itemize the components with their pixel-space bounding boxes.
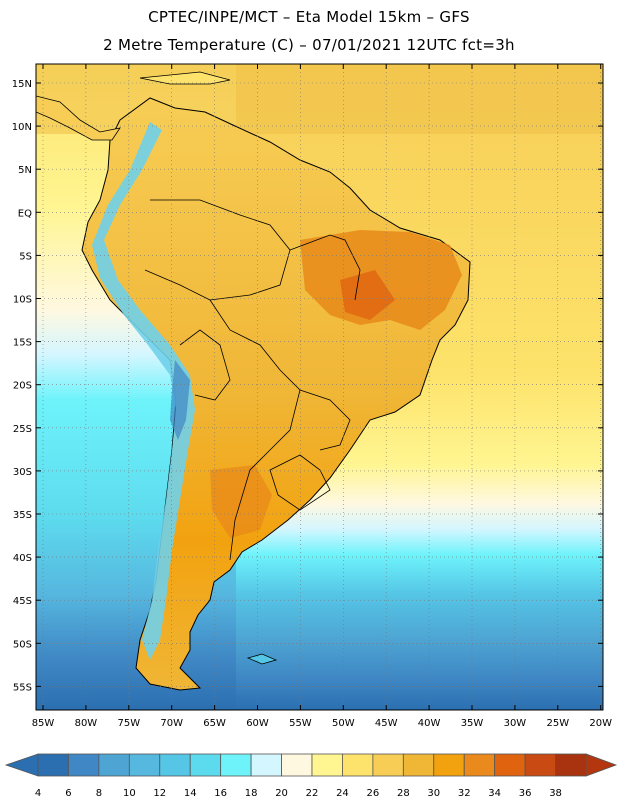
colorbar-tick-label: 14 (184, 788, 197, 799)
central-america (36, 95, 121, 141)
latitude-labels: 15N 10N 5N EQ 5S 10S 15S 20S 25S 30S 35S 40S 45S 50S 5… (12, 79, 32, 693)
lon-label: 70W (160, 718, 183, 729)
lat-label: 40S (13, 553, 32, 564)
colorbar-swatch (342, 753, 374, 777)
caribbean-islands (139, 71, 231, 85)
lat-label: 15S (13, 338, 32, 349)
lat-label: 50S (13, 639, 32, 650)
lon-label: 40W (418, 718, 441, 729)
lon-label: 75W (117, 718, 140, 729)
colorbar-swatch (159, 753, 191, 777)
colorbar-tick-label: 26 (367, 788, 380, 799)
lon-label: 85W (32, 718, 55, 729)
colorbar-tick-label: 12 (153, 788, 166, 799)
lon-label: 60W (246, 718, 269, 729)
lat-label: 10N (12, 122, 32, 133)
colorbar-swatch (402, 753, 435, 777)
lat-label: EQ (18, 208, 32, 219)
lat-label: 45S (13, 596, 32, 607)
lat-label: 35S (13, 510, 32, 521)
country-borders (144, 199, 361, 561)
colorbar-swatch (98, 753, 130, 777)
lat-label: 20S (13, 381, 32, 392)
axis-ticks (36, 64, 603, 710)
colorbar-swatch (311, 753, 343, 777)
colorbar-tick-label: 38 (549, 788, 562, 799)
lat-label: 5N (18, 165, 32, 176)
colorbar-tick-label: 4 (35, 788, 41, 799)
colorbar-swatch (281, 753, 313, 777)
colorbar-tick-label: 20 (275, 788, 288, 799)
lon-label: 35W (461, 718, 484, 729)
temperature-field (36, 64, 603, 710)
colorbar-swatch (433, 753, 465, 777)
colorbar-tick-label: 6 (65, 788, 71, 799)
colorbar-swatch (524, 753, 556, 777)
colorbar-low-arrow (4, 753, 39, 777)
lon-label: 25W (546, 718, 569, 729)
longitude-labels: 85W 80W 75W 70W 65W 60W 55W 50W 45W 40W 35W 30W 25W 2… (32, 718, 612, 729)
colorbar-swatch (555, 753, 587, 777)
lon-label: 30W (504, 718, 527, 729)
lat-label: 30S (13, 467, 32, 478)
colorbar-swatch (68, 753, 100, 777)
colorbar-high-arrow (585, 753, 618, 777)
hottest-core (340, 270, 395, 320)
colorbar-tick-label: 22 (306, 788, 319, 799)
lat-label: 55S (13, 682, 32, 693)
lon-label: 20W (589, 718, 612, 729)
colorbar-swatch (494, 753, 526, 777)
lat-label: 10S (13, 295, 32, 306)
andes-coldest-patch (170, 360, 190, 440)
lon-label: 65W (203, 718, 226, 729)
lon-label: 50W (332, 718, 355, 729)
colorbar-swatch (372, 753, 404, 777)
lat-label: 5S (19, 251, 32, 262)
lon-label: 55W (289, 718, 312, 729)
colorbar-swatch (37, 753, 69, 777)
colorbar-tick-label: 10 (123, 788, 136, 799)
andes-cold-strip (92, 122, 195, 660)
colorbar-tick-label: 30 (427, 788, 440, 799)
map-frame (35, 63, 604, 711)
colorbar-tick-label: 24 (336, 788, 349, 799)
colorbar-swatch (250, 753, 282, 777)
colorbar-tick-labels: 4 6 8 10 12 14 16 18 20 22 24 26 28 30 32 34 36 38 (35, 788, 562, 799)
colorbar-swatch (128, 753, 161, 777)
colorbar-tick-label: 18 (245, 788, 258, 799)
colorbar-tick-label: 32 (458, 788, 471, 799)
falkland-islands (246, 653, 278, 665)
lon-label: 80W (75, 718, 98, 729)
map-subtitle: 2 Metre Temperature (C) – 07/01/2021 12U… (103, 36, 515, 54)
lat-label: 25S (13, 424, 32, 435)
graticule (36, 64, 603, 710)
lon-label: 45W (375, 718, 398, 729)
colorbar-swatch (220, 753, 252, 777)
colorbar-swatch (189, 753, 222, 777)
hot-core-argentina (210, 465, 272, 538)
lat-label: 15N (12, 79, 32, 90)
colorbar-tick-label: 34 (488, 788, 501, 799)
colorbar-tick-label: 8 (96, 788, 102, 799)
colorbar-tick-label: 16 (214, 788, 227, 799)
colorbar-swatch (463, 753, 496, 777)
map-title: CPTEC/INPE/MCT – Eta Model 15km – GFS (148, 8, 470, 26)
colorbar (4, 753, 618, 777)
colorbar-tick-label: 28 (397, 788, 410, 799)
colorbar-tick-label: 36 (519, 788, 532, 799)
